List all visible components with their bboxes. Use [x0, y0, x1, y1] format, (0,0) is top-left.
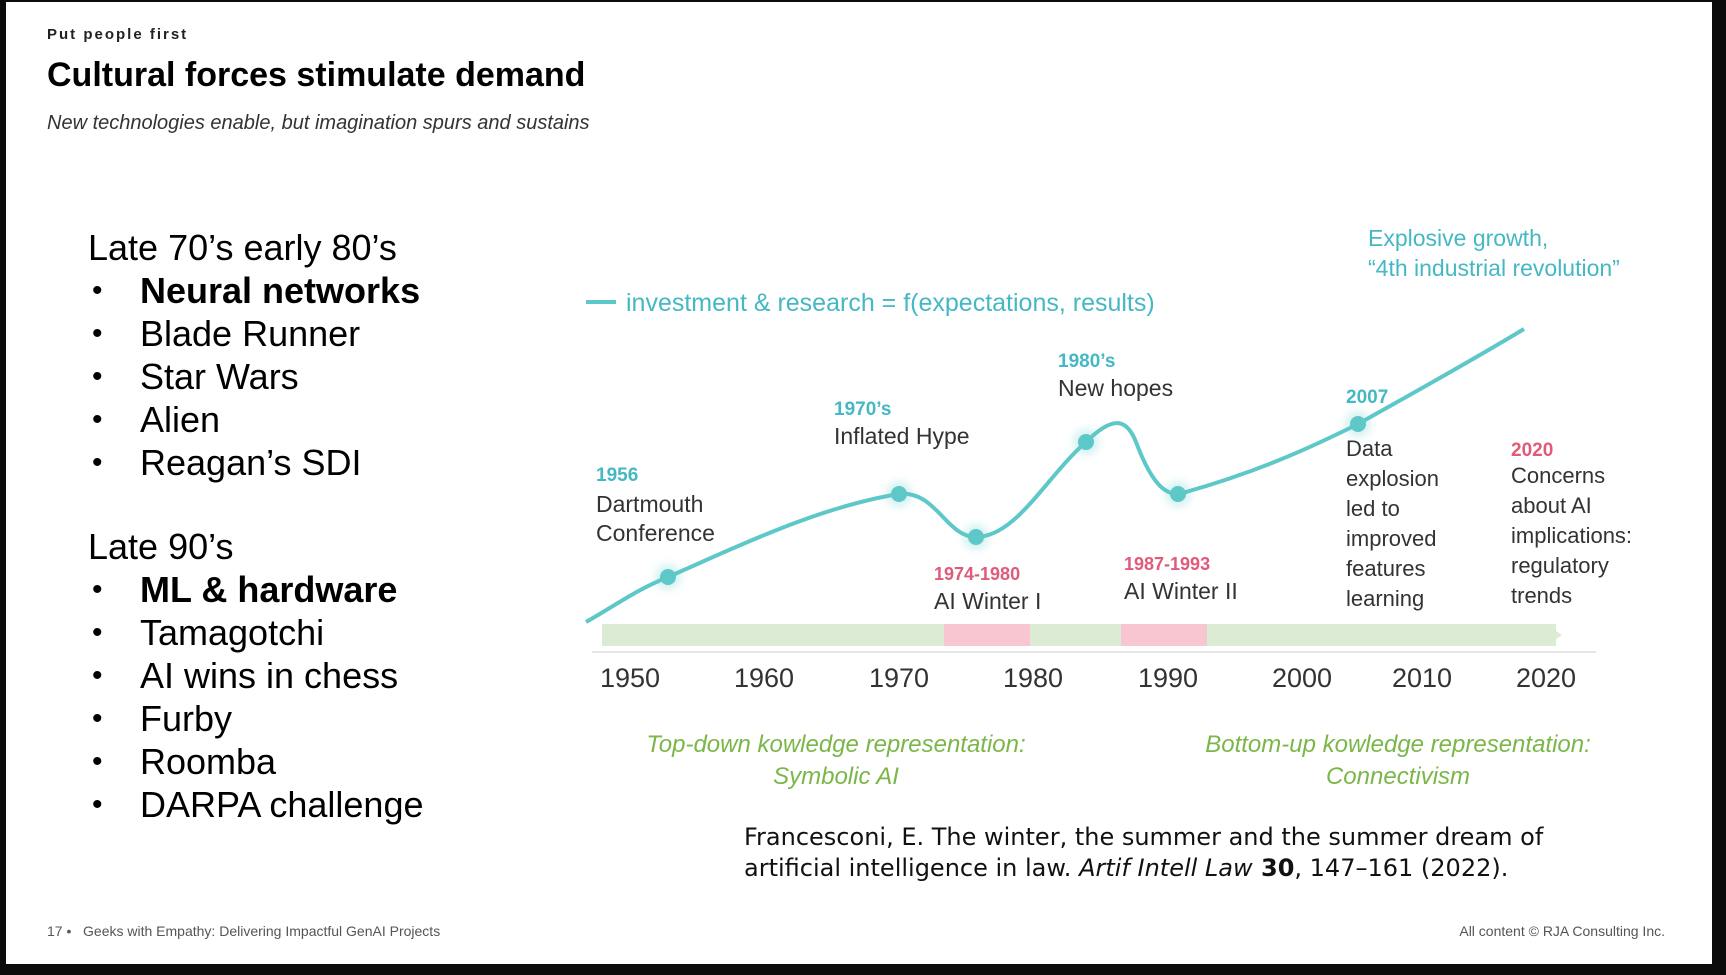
bullet-list: • Neural networks • Blade Runner • Star War… — [88, 269, 420, 484]
bullet-icon: • — [92, 446, 103, 479]
winter-band-1 — [944, 624, 1030, 646]
era-label-connectivism: Bottom-up kowledge representation: — [1205, 731, 1591, 758]
dot-1970s — [891, 486, 907, 502]
annotation-label-2020: regulatory — [1511, 553, 1609, 578]
x-tick-1960: 1960 — [734, 663, 794, 693]
timeline-arrow-icon — [1546, 624, 1562, 646]
annotation-label-winter-1: AI Winter I — [934, 588, 1041, 614]
x-tick-2000: 2000 — [1272, 663, 1332, 693]
annotation-label-1980s: New hopes — [1058, 375, 1173, 401]
bullet-icon: • — [92, 659, 103, 692]
list-item: • Star Wars — [92, 356, 299, 397]
legend-label: investment & research = f(expectations, … — [626, 289, 1155, 317]
list-item: • Reagan’s SDI — [92, 442, 362, 483]
bullet-icon: • — [92, 274, 103, 307]
slide: Put people first Cultural forces stimula… — [6, 2, 1712, 964]
annotation-label-2020: implications: — [1511, 523, 1632, 548]
bullet-icon: • — [92, 573, 103, 606]
bullet-icon: • — [92, 317, 103, 350]
bullet-icon: • — [92, 702, 103, 735]
annotation-label-2007: features — [1346, 556, 1426, 581]
explosive-growth-note: Explosive growth, — [1368, 225, 1548, 251]
slide-kicker: Put people first — [47, 26, 189, 43]
bullet-icon: • — [92, 788, 103, 821]
annotation-label-1956: Conference — [596, 520, 715, 546]
group-heading: Late 90’s — [88, 526, 234, 567]
bullet-icon: • — [92, 403, 103, 436]
list-item: • Roomba — [92, 741, 277, 782]
bullet-list: • ML & hardware • Tamagotchi • AI wins in c… — [88, 568, 424, 826]
culture-group-70s-80s: Late 70’s early 80’s • Neural networks • B… — [88, 226, 420, 484]
list-item: • Blade Runner — [92, 313, 361, 354]
list-item: • Tamagotchi — [92, 612, 325, 653]
annotation-label-2020: trends — [1511, 583, 1572, 608]
citation-line: artificial intelligence in law. Artif In… — [744, 854, 1509, 882]
citation: Francesconi, E. The winter, the summer a… — [744, 822, 1543, 884]
list-item: • AI wins in chess — [92, 655, 399, 696]
annotation-label-2007: learning — [1346, 586, 1424, 611]
annotation-label-winter-2: AI Winter II — [1124, 578, 1238, 604]
x-tick-2020: 2020 — [1516, 663, 1576, 693]
annotation-year-winter-1: 1974-1980 — [934, 564, 1020, 584]
x-tick-1980: 1980 — [1003, 663, 1063, 693]
footer-left: 17 • Geeks with Empathy: Delivering Impa… — [47, 923, 440, 939]
annotation-label-2007: explosion — [1346, 466, 1439, 491]
explosive-growth-note: “4th industrial revolution” — [1368, 255, 1620, 281]
page-number: 17 — [47, 923, 63, 939]
footer-copyright: All content © RJA Consulting Inc. — [1459, 923, 1665, 939]
annotation-year-winter-2: 1987-1993 — [1124, 554, 1210, 574]
dot-winter-2 — [1170, 486, 1186, 502]
era-label-connectivism: Connectivism — [1326, 763, 1470, 790]
annotation-label-2007: improved — [1346, 526, 1436, 551]
group-heading: Late 70’s early 80’s — [88, 227, 397, 268]
annotation-year-1980s: 1980’s — [1058, 351, 1115, 372]
annotation-year-1970s: 1970’s — [834, 399, 891, 420]
bullet-icon: • — [92, 616, 103, 649]
winter-band-2 — [1121, 624, 1207, 646]
annotation-label-2020: Concerns — [1511, 463, 1605, 488]
slide-title: Cultural forces stimulate demand — [47, 56, 586, 94]
era-label-symbolic: Symbolic AI — [773, 763, 899, 790]
list-item: • DARPA challenge — [92, 784, 424, 825]
culture-group-90s: Late 90’s • ML & hardware • Tamagotchi • AI… — [88, 525, 424, 826]
x-tick-2010: 2010 — [1392, 663, 1452, 693]
era-label-symbolic: Top-down kowledge representation: — [646, 731, 1025, 758]
annotation-label-2007: led to — [1346, 496, 1400, 521]
annotation-label-2020: about AI — [1511, 493, 1592, 518]
slide-subtitle: New technologies enable, but imagination… — [47, 112, 590, 134]
footer-separator: • — [66, 923, 80, 939]
list-item: • Neural networks — [92, 270, 421, 311]
annotation-year-1956: 1956 — [596, 465, 638, 486]
bullet-icon: • — [92, 360, 103, 393]
x-tick-1990: 1990 — [1138, 663, 1198, 693]
list-item: • ML & hardware — [92, 569, 398, 610]
citation-line: Francesconi, E. The winter, the summer a… — [744, 823, 1544, 851]
annotation-label-1956: Dartmouth — [596, 491, 703, 517]
annotation-year-2020: 2020 — [1511, 440, 1553, 461]
citation-journal: Artif Intell Law — [1079, 854, 1253, 882]
dot-2007 — [1350, 416, 1366, 432]
x-tick-1970: 1970 — [869, 663, 929, 693]
dot-winter-1 — [968, 529, 984, 545]
bullet-icon: • — [92, 745, 103, 778]
timeline-band — [602, 624, 1556, 646]
dot-1956 — [660, 569, 676, 585]
annotation-label-2007: Data — [1346, 436, 1393, 461]
ai-history-chart: investment & research = f(expectations, … — [585, 225, 1632, 790]
x-tick-1950: 1950 — [600, 663, 660, 693]
annotation-label-1970s: Inflated Hype — [834, 423, 970, 449]
dot-1980s — [1078, 434, 1094, 450]
list-item: • Alien — [92, 399, 221, 440]
citation-volume: 30 — [1252, 854, 1295, 882]
annotation-year-2007: 2007 — [1346, 387, 1388, 408]
presentation-title: Geeks with Empathy: Delivering Impactful… — [83, 923, 441, 939]
list-item: • Furby — [92, 698, 233, 739]
